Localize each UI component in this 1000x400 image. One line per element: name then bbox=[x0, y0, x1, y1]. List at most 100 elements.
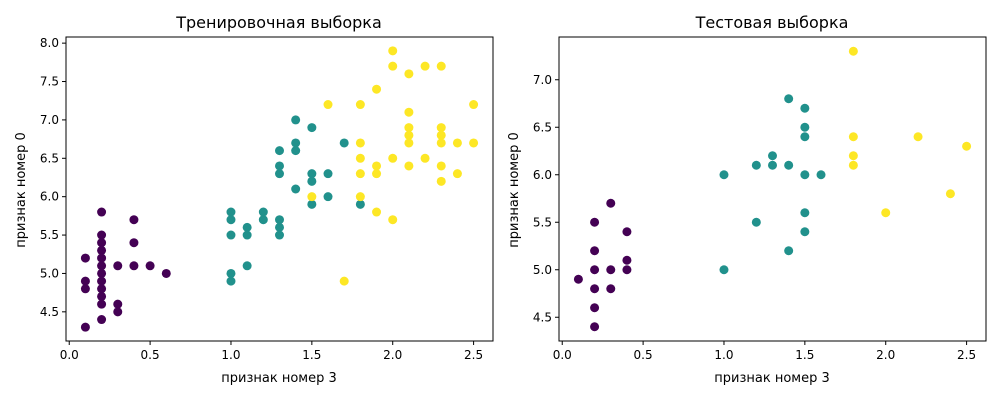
scatter-point-class-1 bbox=[784, 246, 794, 256]
scatter-point-class-2 bbox=[404, 161, 414, 171]
scatter-point-class-2 bbox=[388, 153, 398, 163]
scatter-point-class-0 bbox=[606, 198, 616, 208]
scatter-point-class-1 bbox=[258, 215, 268, 225]
scatter-point-class-1 bbox=[307, 199, 317, 209]
y-tick-label: 4.5 bbox=[40, 305, 59, 319]
scatter-point-class-1 bbox=[275, 230, 284, 240]
scatter-point-class-0 bbox=[622, 227, 632, 237]
y-tick-label: 8.0 bbox=[40, 36, 59, 50]
scatter-point-class-2 bbox=[436, 176, 446, 186]
y-tick-label: 5.0 bbox=[533, 263, 552, 277]
scatter-point-class-2 bbox=[388, 61, 398, 71]
scatter-point-class-2 bbox=[436, 161, 446, 171]
chart-title: Тестовая выборка bbox=[695, 13, 849, 32]
scatter-point-class-1 bbox=[242, 230, 252, 240]
scatter-point-class-0 bbox=[80, 322, 90, 332]
scatter-point-class-0 bbox=[97, 299, 107, 309]
scatter-point-class-0 bbox=[97, 284, 107, 294]
scatter-point-class-1 bbox=[226, 268, 236, 278]
scatter-point-class-2 bbox=[404, 123, 414, 133]
scatter-point-class-1 bbox=[275, 215, 284, 225]
scatter-point-class-1 bbox=[800, 208, 810, 218]
scatter-point-class-2 bbox=[372, 207, 382, 217]
scatter-point-class-0 bbox=[80, 276, 90, 286]
plot-frame bbox=[558, 36, 987, 342]
scatter-point-class-2 bbox=[372, 161, 382, 171]
x-tick-label: 1.5 bbox=[302, 348, 321, 362]
scatter-point-class-0 bbox=[80, 253, 90, 263]
scatter-point-class-1 bbox=[275, 169, 284, 179]
x-axis-label: признак номер 3 bbox=[221, 371, 336, 386]
scatter-point-class-2 bbox=[355, 192, 365, 202]
scatter-point-class-1 bbox=[751, 217, 761, 227]
scatter-point-class-1 bbox=[275, 161, 284, 171]
scatter-point-class-2 bbox=[307, 192, 317, 202]
scatter-point-class-2 bbox=[388, 46, 398, 56]
y-axis-label: признак номер 0 bbox=[507, 132, 522, 247]
scatter-point-class-0 bbox=[590, 246, 600, 256]
scatter-point-class-1 bbox=[339, 138, 349, 148]
scatter-point-class-0 bbox=[113, 261, 123, 271]
y-tick-label: 6.5 bbox=[533, 120, 552, 134]
scatter-point-class-1 bbox=[784, 160, 794, 170]
scatter-point-class-1 bbox=[275, 146, 284, 156]
scatter-point-class-2 bbox=[962, 141, 972, 151]
scatter-point-class-0 bbox=[97, 291, 107, 301]
scatter-point-class-1 bbox=[258, 207, 268, 217]
scatter-point-class-2 bbox=[355, 153, 365, 163]
scatter-point-class-0 bbox=[97, 230, 107, 240]
x-tick-label: 0.5 bbox=[634, 348, 653, 362]
scatter-point-class-2 bbox=[388, 215, 398, 225]
scatter-point-class-0 bbox=[113, 307, 123, 317]
scatter-point-class-0 bbox=[606, 265, 616, 275]
scatter-point-class-0 bbox=[129, 238, 139, 248]
chart-title: Тренировочная выборка bbox=[175, 13, 382, 32]
x-tick-label: 1.0 bbox=[714, 348, 733, 362]
x-tick-label: 1.0 bbox=[221, 348, 240, 362]
scatter-point-class-2 bbox=[404, 138, 414, 148]
scatter-point-class-0 bbox=[622, 265, 632, 275]
scatter-point-class-1 bbox=[226, 230, 236, 240]
scatter-point-class-1 bbox=[242, 222, 252, 232]
scatter-point-class-2 bbox=[945, 189, 955, 199]
scatter-point-class-1 bbox=[291, 138, 301, 148]
scatter-point-class-1 bbox=[800, 170, 810, 180]
y-tick-label: 5.5 bbox=[40, 228, 59, 242]
test-scatter-panel: Тестовая выборка признак номер 3 признак… bbox=[507, 13, 987, 386]
scatter-point-class-2 bbox=[339, 276, 349, 286]
scatter-point-class-0 bbox=[590, 322, 600, 332]
scatter-point-class-1 bbox=[291, 184, 301, 194]
scatter-point-class-1 bbox=[291, 146, 301, 156]
y-tick-label: 7.5 bbox=[40, 75, 59, 89]
scatter-point-class-2 bbox=[436, 61, 446, 71]
x-tick-label: 2.5 bbox=[464, 348, 483, 362]
scatter-point-class-2 bbox=[323, 100, 333, 110]
scatter-point-class-1 bbox=[291, 115, 301, 125]
scatter-point-class-0 bbox=[97, 253, 107, 263]
scatter-point-class-0 bbox=[97, 261, 107, 271]
scatter-point-class-0 bbox=[80, 284, 90, 294]
y-tick-label: 5.0 bbox=[40, 266, 59, 280]
scatter-point-class-2 bbox=[404, 130, 414, 140]
scatter-point-class-1 bbox=[800, 227, 810, 237]
scatter-point-class-1 bbox=[800, 122, 810, 132]
scatter-point-class-2 bbox=[436, 130, 446, 140]
scatter-point-class-2 bbox=[355, 138, 365, 148]
scatter-point-class-0 bbox=[573, 274, 583, 284]
scatter-point-class-2 bbox=[420, 61, 430, 71]
scatter-point-class-2 bbox=[469, 100, 479, 110]
x-tick-label: 0.0 bbox=[553, 348, 572, 362]
scatter-point-class-2 bbox=[848, 151, 858, 161]
scatter-point-class-1 bbox=[226, 276, 236, 286]
scatter-point-class-0 bbox=[590, 303, 600, 313]
scatter-point-class-1 bbox=[719, 170, 729, 180]
scatter-point-class-0 bbox=[622, 255, 632, 265]
scatter-point-class-2 bbox=[469, 138, 479, 148]
scatter-point-class-1 bbox=[768, 160, 777, 170]
scatter-point-class-2 bbox=[420, 153, 430, 163]
x-tick-label: 1.5 bbox=[795, 348, 814, 362]
scatter-point-class-1 bbox=[323, 192, 333, 202]
x-tick-label: 0.5 bbox=[141, 348, 160, 362]
